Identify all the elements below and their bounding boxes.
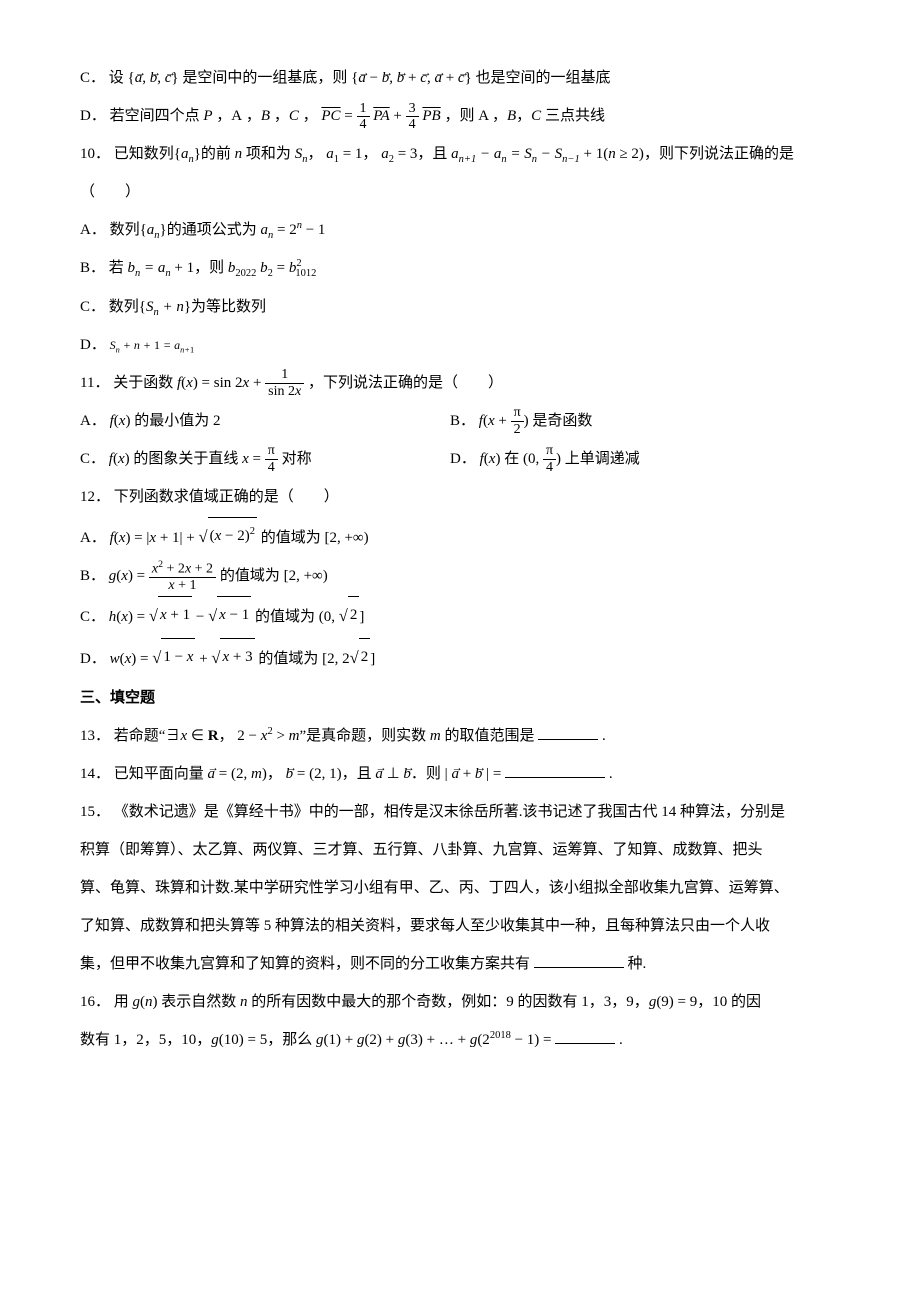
q14: 14． 已知平面向量 a = (2, m)， b = (2, 1)，且 a ⊥ … (80, 756, 840, 792)
text: Sn + n + 1 = an+1 (110, 338, 195, 352)
text: . (619, 1032, 623, 1048)
text: 若空间四个点 P ，A ，B ，C ， (110, 108, 318, 124)
text: ，则 A ，B，C 三点共线 (444, 108, 604, 124)
text: w(x) = √1 − x + √x + 3 的值域为 [2, 2√2] (110, 651, 376, 667)
text: 若命题“∃x ∈ R， 2 − x2 > m”是真命题，则实数 m 的取值范围是 (114, 728, 535, 744)
q10-paren: （ ） (80, 174, 840, 210)
set-expr: {a, b, c} (128, 70, 179, 86)
q12-d: D． w(x) = √1 − x + √x + 3 的值域为 [2, 2√2] (80, 638, 840, 678)
section3-head: 三、填空题 (80, 680, 840, 716)
text: g(x) = x2 + 2x + 2x + 1 的值域为 [2, +∞) (109, 568, 328, 584)
q12-c: C． h(x) = √x + 1 − √x − 1 的值域为 (0, √2] (80, 596, 840, 636)
q15-l4: 了知算、成数算和把头算等 5 种算法的相关资料，要求每人至少收集其中一种，且每种… (80, 908, 840, 944)
text: f(x) = |x + 1| + √(x − 2)2 的值域为 [2, +∞) (110, 530, 369, 546)
text: f(x + π2) 是奇函数 (479, 413, 593, 429)
text: f(x) 在 (0, π4) 上单调递减 (480, 451, 640, 467)
q15-l1: 15． 《数术记遗》是《算经十书》中的一部，相传是汉末徐岳所著.该书记述了我国古… (80, 794, 840, 830)
q10-b: B． 若 bn = an + 1，则 b2022 b2 = b21012 (80, 250, 840, 286)
text: 是空间中的一组基底，则 (182, 70, 347, 86)
q12-stem: 12． 下列函数求值域正确的是（ ） (80, 479, 840, 515)
q11-stem: 11． 关于函数 f(x) = sin 2x + 1sin 2x ，下列说法正确… (80, 365, 840, 401)
q15-l3: 算、龟算、珠算和计数.某中学研究性学习小组有甲、乙、丙、丁四人，该小组拟全部收集… (80, 870, 840, 906)
text: f(x) 的最小值为 2 (110, 413, 221, 429)
q16-l1: 16． 用 g(n) 表示自然数 n 的所有因数中最大的那个奇数，例如：9 的因… (80, 984, 840, 1020)
q10-a: A． 数列{an}的通项公式为 an = 2n − 1 (80, 212, 840, 248)
vector-eq: PC = 14 PA + 34 PB (321, 108, 444, 124)
q11-c: C． f(x) 的图象关于直线 x = π4 对称 (80, 441, 450, 477)
q15-l2: 积算（即筹算）、太乙算、两仪算、三才算、五行算、八卦算、九宫算、运筹算、了知算、… (80, 832, 840, 868)
text: 下列函数求值域正确的是（ ） (114, 489, 339, 505)
blank[interactable] (555, 1028, 615, 1044)
blank[interactable] (538, 724, 598, 740)
q12-b: B． g(x) = x2 + 2x + 2x + 1 的值域为 [2, +∞) (80, 558, 840, 594)
q11-row2: C． f(x) 的图象关于直线 x = π4 对称 D． f(x) 在 (0, … (80, 441, 840, 479)
q10-c: C． 数列{Sn + n}为等比数列 (80, 289, 840, 325)
text: 也是空间的一组基底 (476, 70, 611, 86)
text: . (609, 766, 613, 782)
text: 《数术记遗》是《算经十书》中的一部，相传是汉末徐岳所著.该书记述了我国古代 14… (114, 804, 785, 820)
q11-row1: A． f(x) 的最小值为 2 B． f(x + π2) 是奇函数 (80, 403, 840, 441)
option-d: D． 若空间四个点 P ，A ，B ，C ， PC = 14 PA + 34 P… (80, 98, 840, 134)
text: 已知平面向量 a = (2, m)， b = (2, 1)，且 a ⊥ b．则 … (114, 766, 502, 782)
q11-d: D． f(x) 在 (0, π4) 上单调递减 (450, 441, 840, 477)
text: h(x) = √x + 1 − √x − 1 的值域为 (0, √2] (109, 609, 365, 625)
option-label: D． (80, 108, 106, 124)
q11-a: A． f(x) 的最小值为 2 (80, 403, 450, 439)
text: 已知数列{an}的前 n 项和为 Sn， a1 = 1， a2 = 3，且 an… (114, 146, 794, 162)
q-num: 11． (80, 375, 109, 391)
q12-a: A． f(x) = |x + 1| + √(x − 2)2 的值域为 [2, +… (80, 517, 840, 557)
q-num: 16． (80, 994, 110, 1010)
text: 若 bn = an + 1，则 b2022 b2 = b21012 (109, 260, 317, 276)
blank[interactable] (534, 952, 624, 968)
set-expr: {a − b, b + c, a + c} (351, 70, 472, 86)
q-num: 13． (80, 728, 110, 744)
text: f(x) 的图象关于直线 x = π4 对称 (109, 451, 312, 467)
q13: 13． 若命题“∃x ∈ R， 2 − x2 > m”是真命题，则实数 m 的取… (80, 718, 840, 754)
text: 数列{Sn + n}为等比数列 (109, 299, 266, 315)
q-num: 14． (80, 766, 110, 782)
text: 数有 1，2，5，10，g(10) = 5，那么 g(1) + g(2) + g… (80, 1032, 551, 1048)
text: 关于函数 f(x) = sin 2x + 1sin 2x ，下列说法正确的是（ … (113, 375, 503, 391)
option-label: C． (80, 70, 105, 86)
option-c: C． 设 {a, b, c} 是空间中的一组基底，则 {a − b, b + c… (80, 60, 840, 96)
q-num: 10． (80, 146, 110, 162)
q15-l5: 集，但甲不收集九宫算和了知算的资料，则不同的分工收集方案共有 种. (80, 946, 840, 982)
q16-l2: 数有 1，2，5，10，g(10) = 5，那么 g(1) + g(2) + g… (80, 1022, 840, 1058)
q-num: 15． (80, 804, 110, 820)
text: 种. (628, 956, 647, 972)
q10-stem: 10． 已知数列{an}的前 n 项和为 Sn， a1 = 1， a2 = 3，… (80, 136, 840, 172)
blank[interactable] (505, 762, 605, 778)
q10-d: D． Sn + n + 1 = an+1 (80, 327, 840, 363)
q-num: 12． (80, 489, 110, 505)
text: 数列{an}的通项公式为 an = 2n − 1 (110, 222, 326, 238)
text: 集，但甲不收集九宫算和了知算的资料，则不同的分工收集方案共有 (80, 956, 530, 972)
text: 设 (109, 70, 124, 86)
text: . (602, 728, 606, 744)
text: 用 g(n) 表示自然数 n 的所有因数中最大的那个奇数，例如：9 的因数有 1… (114, 994, 761, 1010)
q11-b: B． f(x + π2) 是奇函数 (450, 403, 840, 439)
